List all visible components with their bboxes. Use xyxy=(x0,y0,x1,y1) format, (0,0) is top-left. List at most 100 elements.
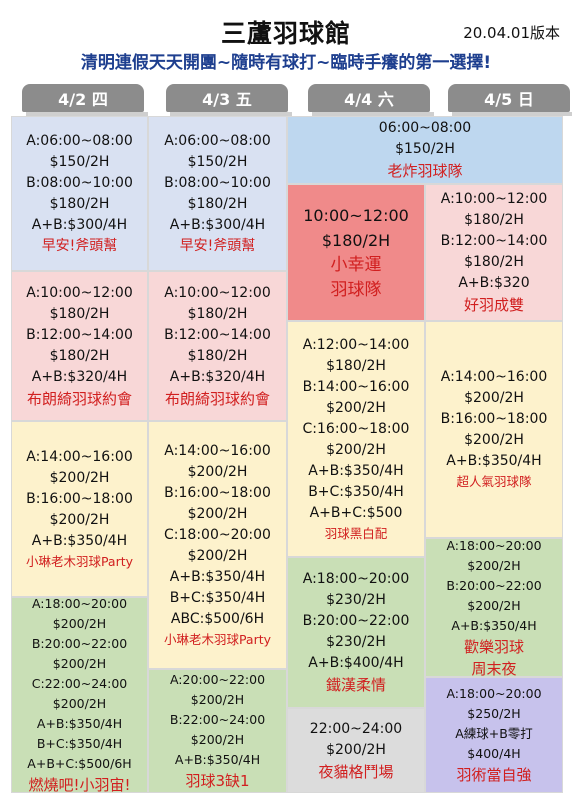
slot-line: $400/4H xyxy=(467,746,521,761)
slot-0404-night: 22:00~24:00 $200/2H 夜貓格鬥場 xyxy=(287,708,425,793)
team-name: 羽球隊 xyxy=(330,279,382,300)
slot-line: $180/2H xyxy=(49,347,110,364)
slot-line: $200/2H xyxy=(464,390,524,406)
slot-line: 22:00~24:00 xyxy=(309,720,403,737)
slot-line: $200/2H xyxy=(190,692,245,707)
day-tab-2: 4/3 五 xyxy=(166,84,292,116)
slot-0404-noon: 10:00~12:00 $180/2H 小幸運 羽球隊 xyxy=(287,184,425,321)
team-name: 小琳老木羽球Party xyxy=(163,631,272,647)
slot-line: B:12:00~14:00 xyxy=(26,326,133,343)
slot-line: A:14:00~16:00 xyxy=(26,448,133,465)
slot-line: A:06:00~08:00 xyxy=(164,132,271,149)
day-tab-1: 4/2 四 xyxy=(22,84,148,116)
slot-line: B+C:$350/4H xyxy=(36,736,123,751)
slot-line: C:22:00~24:00 xyxy=(31,676,128,691)
slot-line: B:16:00~18:00 xyxy=(440,411,548,427)
slot-line: $180/2H xyxy=(187,347,248,364)
slot-line: B:08:00~10:00 xyxy=(164,174,271,191)
slot-line: $150/2H xyxy=(187,153,248,170)
slot-0405-night: A:18:00~20:00 $250/2H A練球+B零打 $400/4H 羽術… xyxy=(425,677,563,793)
slot-0402-night: A:18:00~20:00 $200/2H B:20:00~22:00 $200… xyxy=(11,597,148,793)
slot-0405-noon: A:10:00~12:00 $180/2H B:12:00~14:00 $180… xyxy=(425,184,563,321)
slot-line: $180/2H xyxy=(464,254,524,270)
team-name: 鐵漢柔情 xyxy=(325,676,386,694)
slot-0403-morning: A:06:00~08:00 $150/2H B:08:00~10:00 $180… xyxy=(148,116,287,271)
slot-line: $200/2H xyxy=(326,741,386,758)
team-name: 小琳老木羽球Party xyxy=(25,553,134,569)
slot-line: $250/2H xyxy=(467,706,521,721)
slot-line: $200/2H xyxy=(52,656,107,671)
slot-line: 10:00~12:00 xyxy=(303,205,409,225)
slot-line: B:14:00~16:00 xyxy=(302,378,410,395)
team-name: 羽術當自強 xyxy=(456,766,532,784)
slot-line: A:10:00~12:00 xyxy=(440,191,548,207)
slot-line: A:10:00~12:00 xyxy=(164,284,271,301)
slot-line: $180/2H xyxy=(321,230,391,250)
slot-line: A:18:00~20:00 xyxy=(446,538,542,553)
slot-line: A+B:$350/4H xyxy=(169,568,266,585)
slot-line: B:20:00~22:00 xyxy=(31,636,128,651)
team-name: 布朗綺羽球約會 xyxy=(164,389,270,408)
team-name: 早安!斧頭幫 xyxy=(41,237,118,254)
slot-line: A+B:$320/4H xyxy=(31,368,128,385)
slot-line: $180/2H xyxy=(464,212,524,228)
slot-line: A+B:$300/4H xyxy=(31,216,128,233)
slot-line: $200/2H xyxy=(464,432,524,448)
team-name: 好羽成雙 xyxy=(463,296,524,314)
slot-line: $180/2H xyxy=(187,305,248,322)
slot-line: $200/2H xyxy=(190,732,245,747)
slot-line: A+B:$350/4H xyxy=(36,716,123,731)
day-tab-3: 4/4 六 xyxy=(308,84,434,116)
slot-line: ABC:$500/6H xyxy=(170,610,265,627)
slot-line: A:18:00~20:00 xyxy=(302,571,410,587)
slot-0402-afternoon: A:14:00~16:00 $200/2H B:16:00~18:00 $200… xyxy=(11,421,148,597)
slot-line: $200/2H xyxy=(52,696,107,711)
team-name: 羽球3缺1 xyxy=(185,772,250,790)
slot-line: $200/2H xyxy=(326,441,386,458)
slot-line: B:12:00~14:00 xyxy=(440,233,548,249)
slot-line: B:20:00~22:00 xyxy=(302,613,410,629)
team-name: 羽球黑白配 xyxy=(324,525,388,541)
slot-line: A:18:00~20:00 xyxy=(446,686,542,701)
day-tab-4: 4/5 日 xyxy=(448,84,572,116)
slot-0403-night: A:20:00~22:00 $200/2H B:22:00~24:00 $200… xyxy=(148,669,287,793)
slot-line: B:08:00~10:00 xyxy=(26,174,133,191)
team-name: 燃燒吧!小羽宙! xyxy=(28,776,131,793)
team-name: 小幸運 xyxy=(330,254,382,275)
slot-line: A+B:$320/4H xyxy=(169,368,266,385)
team-name: 老炸羽球隊 xyxy=(387,162,463,180)
slot-line: A:14:00~16:00 xyxy=(440,369,548,385)
subtitle: 清明連假天天開團~隨時有球打~臨時手癢的第一選擇! xyxy=(80,53,492,73)
slot-line: A+B:$400/4H xyxy=(308,655,404,671)
slot-line: $200/2H xyxy=(467,557,521,573)
version-label: 20.04.01版本 xyxy=(463,24,560,42)
team-name: 夜貓格鬥場 xyxy=(318,762,394,781)
slot-0404-evening: A:18:00~20:00 $230/2H B:20:00~22:00 $230… xyxy=(287,557,425,708)
slot-line: B+C:$350/4H xyxy=(308,483,404,500)
slot-0405-evening: A:18:00~20:00 $200/2H B:20:00~22:00 $200… xyxy=(425,538,563,677)
slot-line: A練球+B零打 xyxy=(455,726,533,741)
page-title: 三蘆羽球館 xyxy=(220,19,351,48)
slot-line: $180/2H xyxy=(326,357,386,374)
slot-line: $200/2H xyxy=(187,463,248,480)
team-name: 超人氣羽球隊 xyxy=(456,474,532,489)
slot-line: A+B:$350/4H xyxy=(31,532,128,549)
slot-line: $200/2H xyxy=(467,597,521,613)
day-tab-label: 4/4 六 xyxy=(344,90,394,109)
team-name: 歡樂羽球 xyxy=(463,637,524,656)
slot-line: $180/2H xyxy=(49,195,110,212)
slot-line: A+B:$320 xyxy=(458,275,530,291)
slot-line: $150/2H xyxy=(49,153,110,170)
slot-0403-afternoon: A:14:00~16:00 $200/2H B:16:00~18:00 $200… xyxy=(148,421,287,669)
team-name: 布朗綺羽球約會 xyxy=(26,389,132,408)
slot-line: A+B:$300/4H xyxy=(169,216,266,233)
slot-line: $200/2H xyxy=(49,469,110,486)
slot-line: $200/2H xyxy=(326,399,386,416)
slot-0405-afternoon: A:14:00~16:00 $200/2H B:16:00~18:00 $200… xyxy=(425,321,563,538)
slot-line: $180/2H xyxy=(49,305,110,322)
slot-line: $150/2H xyxy=(395,141,455,157)
slot-line: $200/2H xyxy=(52,616,107,631)
slot-0404-0405-morning: 06:00~08:00 $150/2H 老炸羽球隊 xyxy=(287,116,563,184)
slot-line: A+B:$350/4H xyxy=(174,752,261,767)
slot-line: B:22:00~24:00 xyxy=(169,712,266,727)
